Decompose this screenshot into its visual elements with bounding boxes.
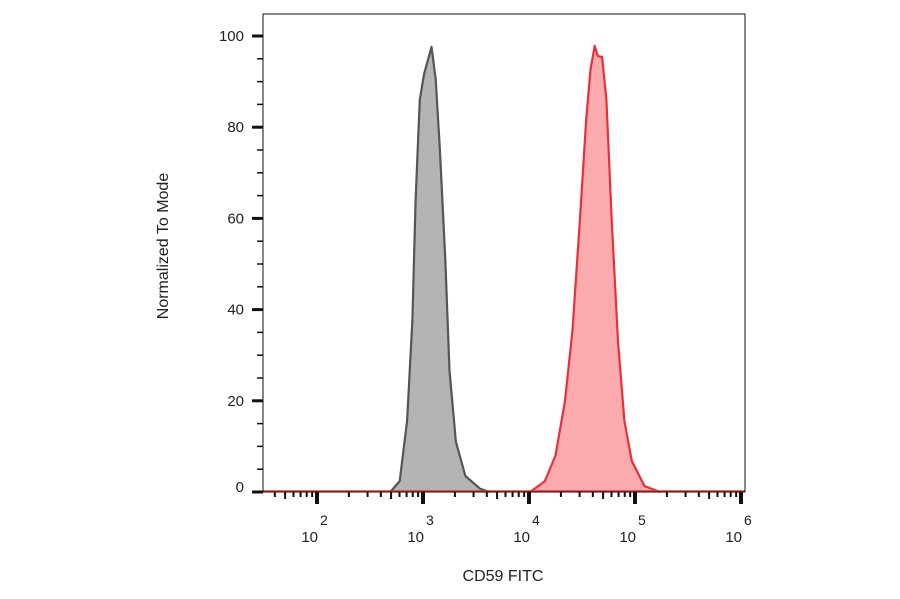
x-tick-label: 10 bbox=[301, 529, 318, 546]
series-0-fill bbox=[390, 46, 490, 493]
x-tick-label: 10 bbox=[513, 529, 530, 546]
y-axis-label: Normalized To Mode bbox=[155, 173, 172, 320]
x-tick-exponent: 3 bbox=[426, 512, 434, 528]
series-1-fill bbox=[530, 46, 661, 492]
y-tick-label: 80 bbox=[227, 119, 244, 136]
x-tick-base: 10 bbox=[619, 529, 636, 546]
x-tick-exponent: 5 bbox=[638, 512, 646, 528]
x-tick-base: 10 bbox=[725, 529, 742, 546]
x-tick-label: 10 bbox=[619, 529, 636, 546]
y-tick-label: 0 bbox=[236, 479, 244, 496]
y-tick-label: 40 bbox=[227, 302, 244, 319]
series-layer bbox=[263, 44, 745, 494]
x-tick-exponent: 6 bbox=[744, 512, 752, 528]
x-tick-base: 10 bbox=[407, 529, 424, 546]
x-tick-base: 10 bbox=[301, 529, 318, 546]
x-tick-base: 10 bbox=[513, 529, 530, 546]
series-1-line bbox=[529, 44, 661, 494]
x-tick-exponent: 4 bbox=[532, 512, 540, 528]
y-tick-label: 60 bbox=[227, 210, 244, 227]
x-tick-label: 10 bbox=[407, 529, 424, 546]
y-tick-label: 100 bbox=[219, 28, 244, 45]
y-tick-label: 20 bbox=[227, 393, 244, 410]
series-0-line bbox=[389, 45, 491, 494]
plot-frame bbox=[262, 13, 746, 493]
x-axis-label: CD59 FITC bbox=[463, 568, 544, 585]
x-tick-exponent: 2 bbox=[320, 512, 328, 528]
x-tick-label: 10 bbox=[725, 529, 742, 546]
